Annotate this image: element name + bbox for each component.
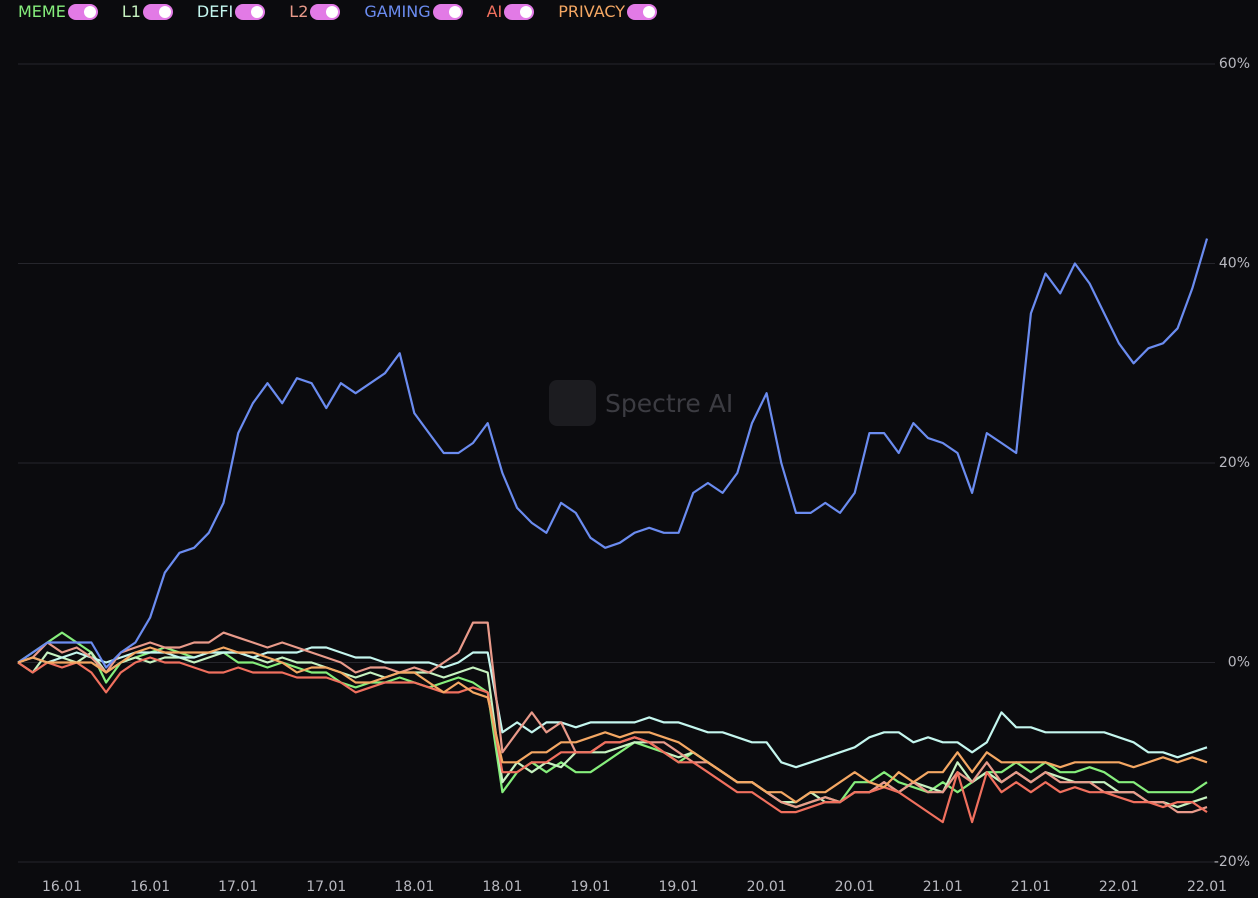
x-tick-label: 19.01 bbox=[659, 879, 699, 895]
y-tick-label: 20% bbox=[1219, 455, 1250, 471]
series-line bbox=[17, 238, 1209, 669]
watermark-logo bbox=[549, 380, 596, 426]
toggle[interactable] bbox=[504, 3, 535, 20]
legend-label: MEME bbox=[18, 2, 66, 21]
legend-item: L2 bbox=[289, 2, 341, 21]
legend-item: MEME bbox=[18, 2, 98, 21]
legend-item: DEFI bbox=[196, 2, 266, 21]
toggle[interactable] bbox=[432, 3, 463, 20]
legend-item: AI bbox=[487, 2, 535, 21]
legend-item: GAMING bbox=[364, 2, 463, 21]
x-tick-label: 21.01 bbox=[923, 879, 963, 895]
series-line bbox=[17, 651, 1208, 809]
y-tick-label: -20% bbox=[1214, 854, 1250, 870]
toggle[interactable] bbox=[627, 3, 658, 20]
legend-label: L1 bbox=[121, 2, 141, 21]
legend: MEME L1 DEFI L2 GAMING AI PRIVACY bbox=[18, 2, 658, 21]
x-tick-label: 19.01 bbox=[570, 879, 610, 895]
x-tick-label: 20.01 bbox=[835, 879, 875, 895]
legend-label: DEFI bbox=[196, 2, 234, 21]
legend-item: PRIVACY bbox=[558, 2, 658, 21]
series-line bbox=[17, 621, 1208, 814]
x-tick-label: 17.01 bbox=[306, 879, 346, 895]
legend-label: PRIVACY bbox=[558, 2, 626, 21]
toggle[interactable] bbox=[142, 3, 173, 20]
toggle[interactable] bbox=[67, 3, 98, 20]
legend-label: L2 bbox=[289, 2, 309, 21]
toggle[interactable] bbox=[310, 3, 341, 20]
legend-label: AI bbox=[486, 2, 503, 21]
toggle[interactable] bbox=[235, 3, 266, 20]
legend-label: GAMING bbox=[364, 2, 431, 21]
x-tick-label: 22.01 bbox=[1187, 879, 1227, 895]
y-tick-label: 0% bbox=[1228, 655, 1250, 671]
x-tick-label: 20.01 bbox=[747, 879, 787, 895]
series-line bbox=[17, 656, 1208, 824]
y-tick-label: 60% bbox=[1219, 56, 1250, 72]
x-tick-label: 18.01 bbox=[394, 879, 434, 895]
x-tick-label: 16.01 bbox=[130, 879, 170, 895]
x-tick-label: 21.01 bbox=[1011, 879, 1051, 895]
legend-item: L1 bbox=[122, 2, 173, 21]
x-tick-label: 16.01 bbox=[42, 879, 82, 895]
x-tick-label: 18.01 bbox=[482, 879, 522, 895]
y-tick-label: 40% bbox=[1219, 256, 1250, 272]
x-tick-label: 22.01 bbox=[1099, 879, 1139, 895]
series-line bbox=[17, 646, 1208, 804]
x-tick-label: 17.01 bbox=[218, 879, 258, 895]
series-line bbox=[17, 646, 1208, 769]
watermark: Spectre AI bbox=[605, 389, 733, 418]
